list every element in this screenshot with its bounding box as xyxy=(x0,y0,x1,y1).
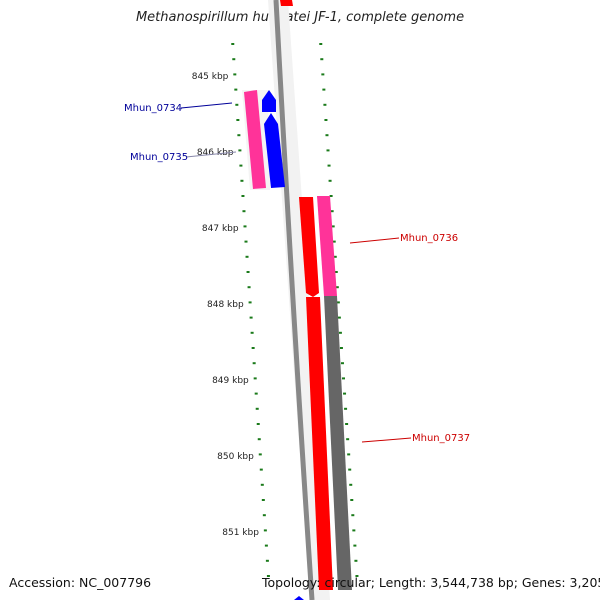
outer-tick-ruler xyxy=(231,43,270,577)
gene-fragment-bottom[interactable] xyxy=(294,596,304,600)
gene-mhun-0737[interactable] xyxy=(306,297,333,590)
gene-mhun-0734[interactable] xyxy=(262,90,276,112)
leader-mhun-0734 xyxy=(180,102,233,109)
gene-mhun-0736-cds[interactable] xyxy=(317,196,337,296)
tick-label: 851 kbp xyxy=(222,528,259,538)
label-mhun-0735[interactable]: Mhun_0735 xyxy=(130,152,188,163)
tick-label-group: 845 kbp 846 kbp 847 kbp 848 kbp 849 kbp 850 k… xyxy=(192,72,260,538)
accession-text: Accession: NC_007796 xyxy=(9,575,152,590)
gene-mhun-0736[interactable] xyxy=(299,197,319,297)
tick-label: 848 kbp xyxy=(207,300,244,310)
gc-content-track xyxy=(324,296,352,590)
leader-mhun-0736 xyxy=(349,237,400,244)
tick-label: 850 kbp xyxy=(217,452,254,462)
backbone-line xyxy=(273,0,315,600)
label-mhun-0737[interactable]: Mhun_0737 xyxy=(412,433,470,444)
map-title: Methanospirillum hungatei JF-1, complete… xyxy=(135,10,465,25)
leader-mhun-0737 xyxy=(361,437,412,443)
tick-label: 846 kbp xyxy=(197,148,234,158)
tick-label: 847 kbp xyxy=(202,224,239,234)
label-mhun-0734[interactable]: Mhun_0734 xyxy=(124,103,182,114)
tick-label: 849 kbp xyxy=(212,376,249,386)
label-mhun-0736[interactable]: Mhun_0736 xyxy=(400,233,458,244)
genome-summary-text: Topology: circular; Length: 3,544,738 bp… xyxy=(262,575,600,590)
inner-tick-ruler xyxy=(319,43,359,577)
gene-mhun-0735[interactable] xyxy=(264,113,285,188)
tick-label: 845 kbp xyxy=(192,72,229,82)
gene-mhun-0734-cds[interactable] xyxy=(244,90,266,189)
leader-mhun-0735 xyxy=(185,151,237,158)
gene-fragment-top[interactable] xyxy=(280,0,293,6)
